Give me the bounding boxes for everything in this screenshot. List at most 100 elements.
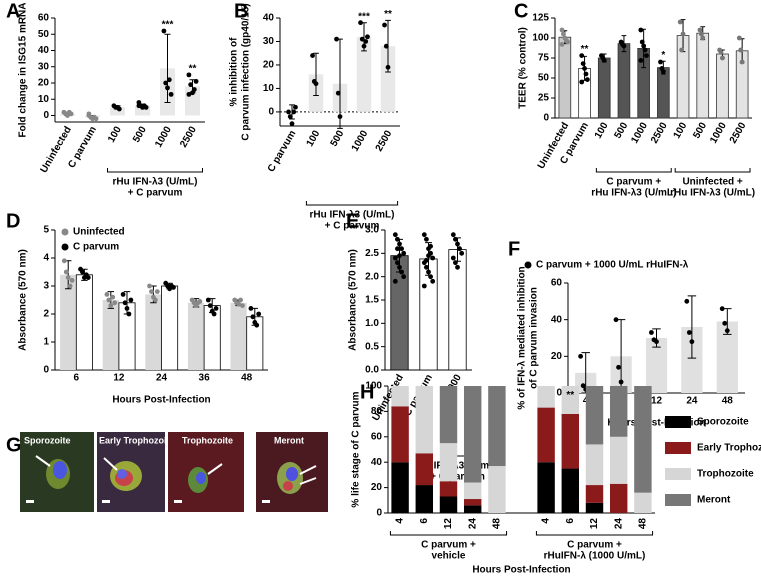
- y-tick-label: 100: [365, 381, 382, 392]
- data-point: [358, 20, 363, 26]
- x-tick-label: 2500: [374, 128, 395, 153]
- bar: [356, 36, 372, 112]
- group-label: C parvum +: [606, 177, 661, 188]
- data-point: [582, 66, 587, 71]
- x-tick-label: 500: [612, 120, 630, 140]
- data-point: [697, 27, 703, 33]
- data-point: [205, 297, 211, 303]
- data-point: [207, 303, 213, 308]
- bar-segment: [609, 483, 628, 513]
- data-point: [211, 311, 217, 317]
- data-point: [654, 339, 659, 345]
- data-point: [63, 269, 69, 275]
- data-point: [658, 59, 663, 65]
- bar-segment: [488, 386, 506, 467]
- bar-segment: [391, 386, 409, 407]
- x-tick-label: 48: [241, 373, 253, 384]
- x-tick-label: 48: [722, 396, 734, 407]
- data-point: [110, 294, 116, 300]
- y-tick-label: 0: [43, 110, 49, 121]
- significance: **: [581, 44, 589, 55]
- group-label: rHu IFN-λ3 (U/mL): [310, 210, 395, 221]
- y-axis-label: % life stage of C parvum: [351, 391, 362, 507]
- y-axis-label: C parvum infection (gp40/15): [241, 3, 252, 140]
- x-tick-label: 2500: [178, 124, 199, 149]
- data-point: [621, 43, 627, 49]
- y-axis-label: TEER (% control): [518, 27, 529, 109]
- data-point: [428, 274, 433, 280]
- y-tick-label: 40: [551, 314, 563, 325]
- data-point: [424, 236, 429, 242]
- data-point: [395, 236, 400, 242]
- data-point: [106, 297, 112, 303]
- y-tick-label: 80: [371, 406, 383, 417]
- bar: [681, 327, 703, 393]
- x-tick-label: 4: [395, 518, 406, 524]
- data-point: [363, 39, 369, 44]
- data-point: [120, 292, 126, 297]
- data-point: [559, 42, 565, 47]
- x-tick-label: 100: [593, 120, 611, 140]
- bar: [558, 36, 572, 119]
- error-bar: [652, 328, 661, 348]
- data-point: [580, 61, 586, 66]
- bar: [380, 46, 396, 112]
- micrograph: Early Trophozoite: [97, 432, 175, 512]
- panel-letter: G: [6, 434, 22, 456]
- bar-segment: [463, 482, 482, 500]
- data-point: [450, 255, 456, 261]
- bar: [617, 43, 631, 119]
- data-point: [579, 53, 585, 58]
- micrograph: Trophozoite: [168, 432, 244, 512]
- bar-segment: [415, 386, 434, 454]
- y-axis-label: Fold change in ISG15 mRNA: [18, 2, 29, 137]
- bar: [716, 321, 738, 393]
- y-tick-label: 20: [551, 351, 563, 362]
- data-point: [165, 85, 170, 91]
- x-tick-label: 100: [106, 124, 124, 144]
- y-tick-label: 2: [43, 309, 49, 320]
- data-point: [337, 114, 343, 120]
- y-axis-label: Absorbance (570 nm): [18, 249, 29, 351]
- bar: [60, 274, 77, 370]
- data-point: [679, 47, 685, 53]
- data-point: [250, 314, 256, 320]
- data-point: [248, 306, 254, 311]
- data-point: [399, 269, 404, 275]
- y-tick-label: 2.5: [365, 248, 379, 259]
- data-point: [67, 283, 73, 289]
- data-point: [644, 53, 649, 58]
- bar-segment: [439, 481, 458, 497]
- group-bracket: [674, 168, 751, 173]
- group-label: rHu IFN-λ3 (U/mL): [591, 188, 676, 199]
- bar-segment: [609, 386, 628, 437]
- panel-letter: E: [346, 210, 359, 232]
- data-point: [430, 278, 436, 284]
- bar-segment: [561, 468, 580, 513]
- y-tick-label: 0: [543, 113, 549, 124]
- micrograph-label: Meront: [274, 435, 304, 445]
- data-point: [152, 297, 158, 303]
- legend-label: Uninfected: [73, 227, 125, 238]
- x-tick-label: 2500: [728, 120, 749, 145]
- x-tick-label: 500: [329, 128, 347, 148]
- legend-marker: [61, 228, 69, 236]
- x-tick-label: 6: [419, 518, 430, 524]
- group-label: + C parvum: [128, 188, 183, 199]
- data-point: [256, 311, 262, 317]
- data-point: [85, 275, 91, 280]
- bar: [597, 57, 611, 119]
- bar-segment: [439, 386, 458, 444]
- data-point: [124, 306, 130, 311]
- data-point: [126, 311, 132, 317]
- legend-label: Early Trophozoite: [697, 443, 761, 454]
- legend-swatch: [665, 494, 691, 506]
- data-point: [163, 80, 169, 86]
- data-point: [618, 379, 624, 385]
- data-point: [188, 82, 194, 88]
- y-tick-label: 1: [43, 337, 49, 348]
- bar: [657, 67, 670, 119]
- y-axis-label: % of IFN-λ mediated inhibition: [517, 266, 528, 409]
- legend-swatch: [665, 416, 691, 428]
